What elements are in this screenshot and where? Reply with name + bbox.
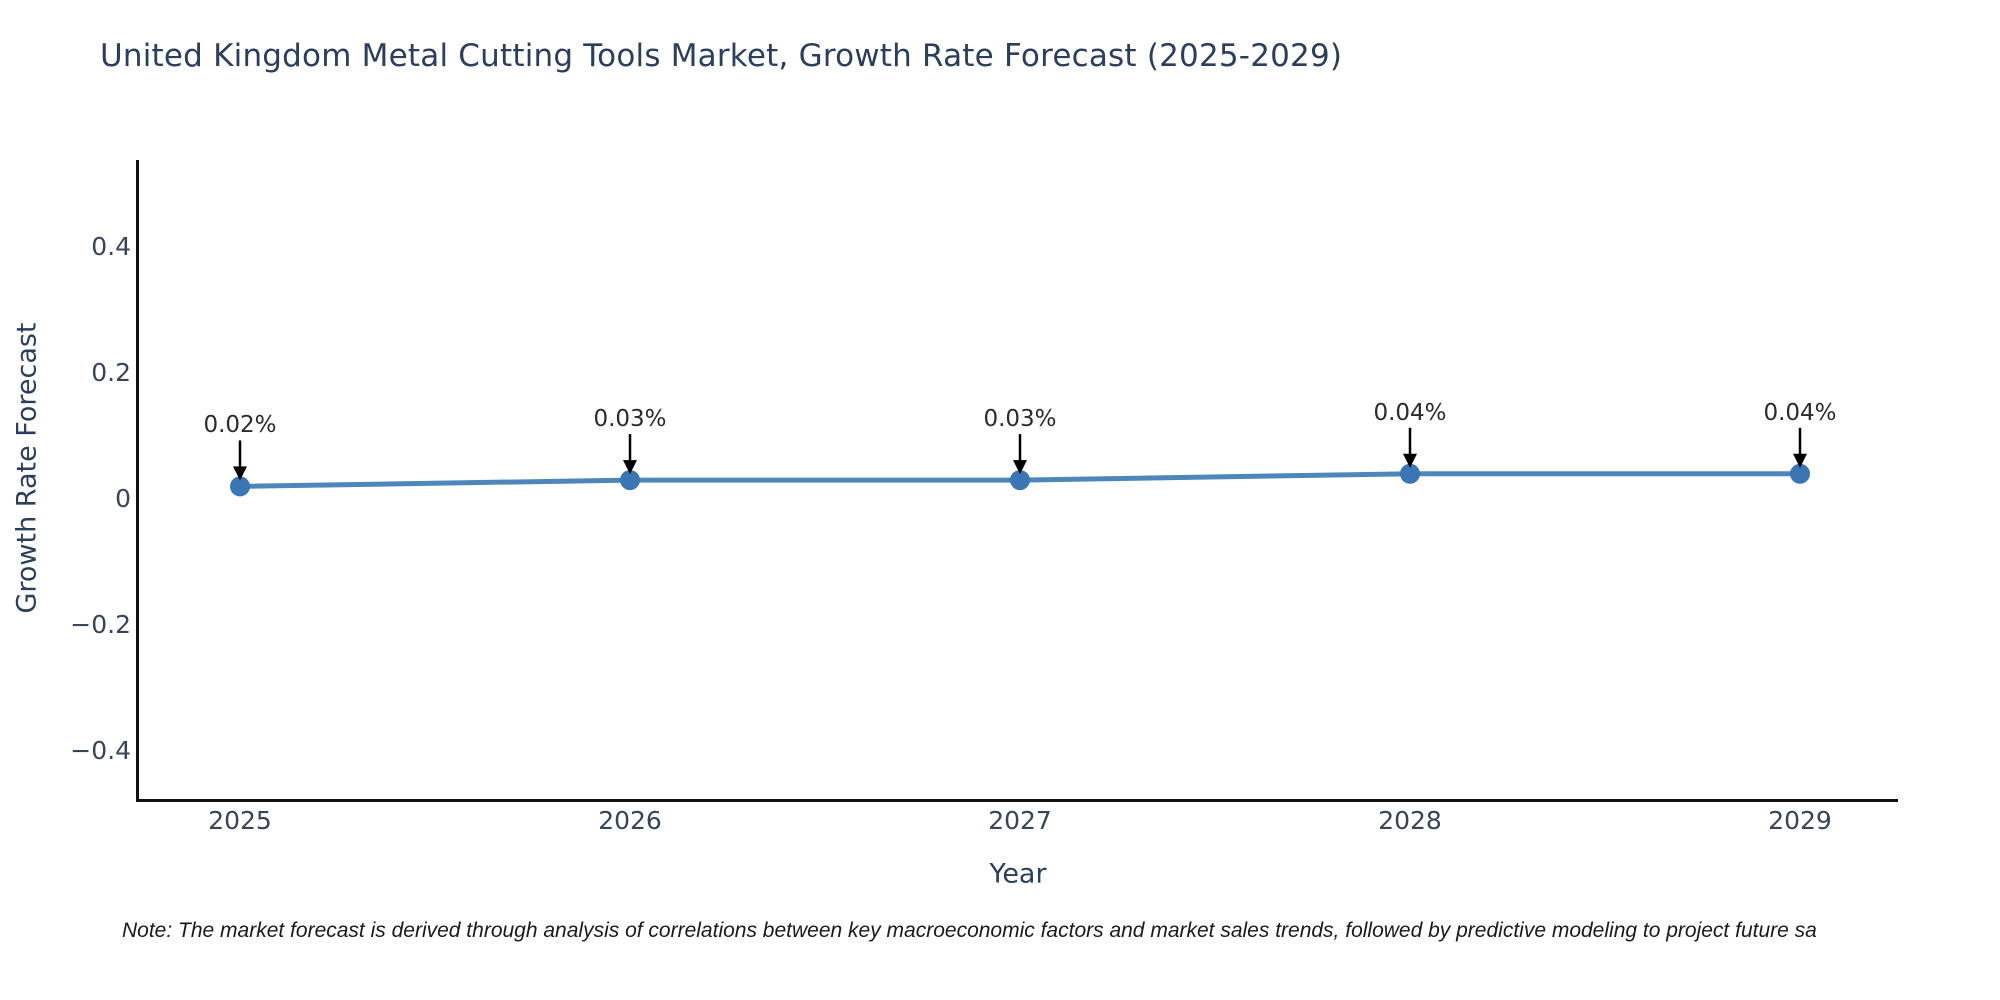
y-tick-label: −0.2 <box>70 610 131 639</box>
x-tick-label: 2026 <box>598 806 662 835</box>
x-axis-line <box>136 799 1898 802</box>
x-tick-label: 2025 <box>208 806 272 835</box>
y-tick-label: 0 <box>115 484 131 513</box>
data-point-marker <box>1400 463 1420 484</box>
data-point-label: 0.03% <box>593 406 667 433</box>
annotation-arrowhead-icon <box>623 460 637 475</box>
data-point-label: 0.02% <box>203 412 277 439</box>
data-point-label: 0.03% <box>983 406 1057 433</box>
x-axis-label: Year <box>989 858 1047 890</box>
y-tick-label: −0.4 <box>70 736 131 765</box>
data-point-marker <box>1790 463 1810 484</box>
x-tick-label: 2028 <box>1378 806 1442 835</box>
annotation-arrowhead-icon <box>1403 453 1417 468</box>
annotation-arrowhead-icon <box>233 466 247 481</box>
annotation-arrowhead-icon <box>1793 453 1807 468</box>
y-tick-label: 0.4 <box>91 232 131 261</box>
annotation-arrowhead-icon <box>1013 460 1027 475</box>
data-point-label: 0.04% <box>1373 399 1447 426</box>
data-point-marker <box>620 470 640 491</box>
data-point-label: 0.04% <box>1763 399 1837 426</box>
data-point-marker <box>1010 470 1030 491</box>
x-tick-label: 2029 <box>1768 806 1832 835</box>
x-tick-label: 2027 <box>988 806 1052 835</box>
chart-title: United Kingdom Metal Cutting Tools Marke… <box>100 38 1343 74</box>
y-tick-label: 0.2 <box>91 358 131 387</box>
data-point-marker <box>230 476 250 497</box>
footnote: Note: The market forecast is derived thr… <box>122 919 1817 942</box>
y-axis-line <box>136 160 139 802</box>
